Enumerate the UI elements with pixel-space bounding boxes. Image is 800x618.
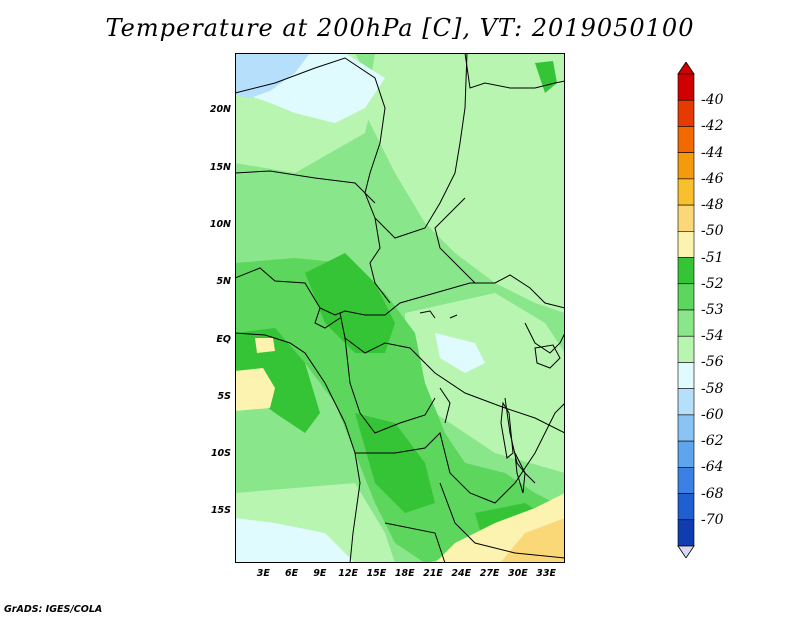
plot-title: Temperature at 200hPa [C], VT: 201905010… <box>105 14 695 42</box>
lat-tick-label: 15S <box>210 505 231 517</box>
field-mid-band <box>235 258 565 563</box>
colorbar-level-label: -48 <box>701 197 724 214</box>
lat-tick-label: 10S <box>210 448 231 460</box>
colorbar-swatch <box>677 467 695 494</box>
field-dark-northeast <box>535 61 557 93</box>
colorbar-level-label: -50 <box>701 223 724 240</box>
lon-tick-label: 33E <box>536 568 556 579</box>
colorbar-level-label: -68 <box>701 485 724 502</box>
colorbar-level-label: -46 <box>701 170 724 187</box>
lon-tick-label: 6E <box>285 568 299 579</box>
colorbar-level-label: -53 <box>701 302 724 318</box>
colorbar-level-label: -44 <box>701 144 724 161</box>
colorbar-level-label: -42 <box>701 118 724 135</box>
colorbar-swatch <box>677 493 695 521</box>
colorbar-bottom-triangle <box>677 545 695 558</box>
colorbar-swatch <box>677 414 695 442</box>
lat-tick-label: EQ <box>216 333 231 345</box>
lakes <box>419 310 561 494</box>
colorbar-swatch <box>677 99 695 127</box>
colorbar-swatch <box>677 257 695 285</box>
lon-tick-label: 12E <box>338 568 358 579</box>
colorbar-swatch <box>677 126 695 153</box>
field-warm-west-small <box>255 338 275 353</box>
lon-tick-label: 21E <box>423 568 443 579</box>
lon-tick-label: 18E <box>394 568 415 579</box>
colorbar-swatch <box>677 519 695 547</box>
temperature-map <box>235 53 565 563</box>
field-dark-south <box>355 413 435 513</box>
colorbar-level-label: -62 <box>701 433 724 450</box>
lon-tick-label: 24E <box>451 568 472 579</box>
colorbar-level-label: -40 <box>701 92 724 109</box>
colorbar-level-label: -58 <box>701 380 724 397</box>
lat-tick-label: 5S <box>217 390 231 402</box>
colorbar-swatch <box>677 335 695 363</box>
field-dark-west <box>235 328 320 433</box>
colorbar-swatch <box>677 283 695 311</box>
colorbar <box>677 62 695 558</box>
footer-credit: GrADS: IGES/COLA <box>4 604 103 615</box>
lat-tick-label: 20N <box>209 104 231 116</box>
country-borders <box>235 53 565 563</box>
colorbar-swatch <box>677 362 695 389</box>
map-panel <box>235 53 565 563</box>
colorbar-swatch <box>677 152 695 180</box>
lon-tick-label: 15E <box>366 568 387 579</box>
lon-tick-label: 3E <box>256 568 270 579</box>
map-border <box>235 53 565 563</box>
colorbar-swatch <box>677 440 695 468</box>
field-warmer-south <box>500 518 565 563</box>
colorbar-level-label: -52 <box>701 275 724 292</box>
field-blue-corner <box>235 53 310 98</box>
lon-tick-label: 9E <box>313 568 327 579</box>
field-pale-south <box>235 518 355 563</box>
field-dark-central <box>305 253 395 353</box>
field-warm-west <box>235 368 275 411</box>
field-light-northeast <box>365 53 565 313</box>
colorbar-swatch <box>677 73 695 101</box>
colorbar-level-label: -51 <box>701 249 724 266</box>
colorbar-swatch <box>677 178 695 206</box>
lat-tick-label: 15N <box>209 161 231 173</box>
colorbar-swatch <box>677 231 695 258</box>
colorbar-swatch <box>677 204 695 232</box>
colorbar-top-triangle <box>677 62 695 75</box>
colorbar-swatch <box>677 388 695 416</box>
colorbar-level-label: -56 <box>701 354 724 371</box>
lon-tick-label: 27E <box>479 568 500 579</box>
lon-tick-label: 30E <box>507 568 528 579</box>
colorbar-swatch <box>677 309 695 337</box>
lat-tick-label: 10N <box>209 218 231 230</box>
colorbar-level-label: -64 <box>701 459 724 476</box>
field-pale-east <box>435 333 485 373</box>
colorbar-level-label: -60 <box>701 406 724 423</box>
colorbar-level-label: -54 <box>701 328 724 345</box>
lat-tick-label: 5N <box>216 276 231 288</box>
colorbar-level-label: -70 <box>701 511 724 528</box>
